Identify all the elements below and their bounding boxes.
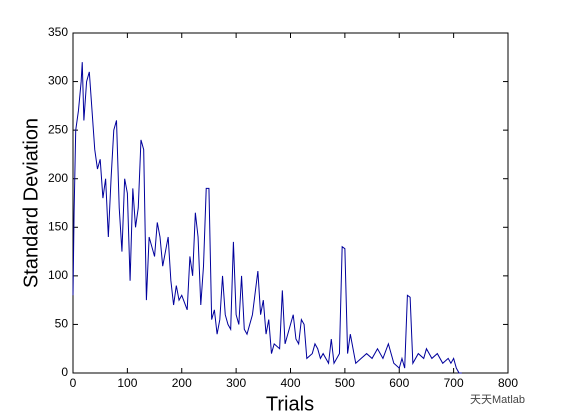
x-tick-label: 800	[498, 376, 518, 390]
y-tick-label: 150	[48, 219, 68, 233]
y-tick-label: 200	[48, 171, 68, 185]
x-tick-label: 600	[389, 376, 409, 390]
y-tick-label: 50	[55, 317, 69, 331]
x-axis-label: Trials	[266, 393, 314, 415]
y-tick-label: 0	[61, 365, 68, 379]
plot-area	[72, 32, 509, 374]
y-tick-label: 100	[48, 268, 68, 282]
data-line	[72, 62, 462, 374]
x-tick-label: 200	[172, 376, 192, 390]
y-tick-label: 350	[48, 25, 68, 39]
watermark: 天天Matlab	[470, 394, 525, 406]
y-tick-label: 300	[48, 74, 68, 88]
x-tick-label: 0	[70, 376, 77, 390]
x-tick-label: 100	[117, 376, 137, 390]
y-tick-label: 250	[48, 122, 68, 136]
x-tick-label: 500	[335, 376, 355, 390]
x-tick-label: 700	[444, 376, 464, 390]
x-tick-label: 300	[226, 376, 246, 390]
y-axis-label: Standard Deviation	[20, 118, 42, 288]
x-tick-label: 400	[280, 376, 300, 390]
